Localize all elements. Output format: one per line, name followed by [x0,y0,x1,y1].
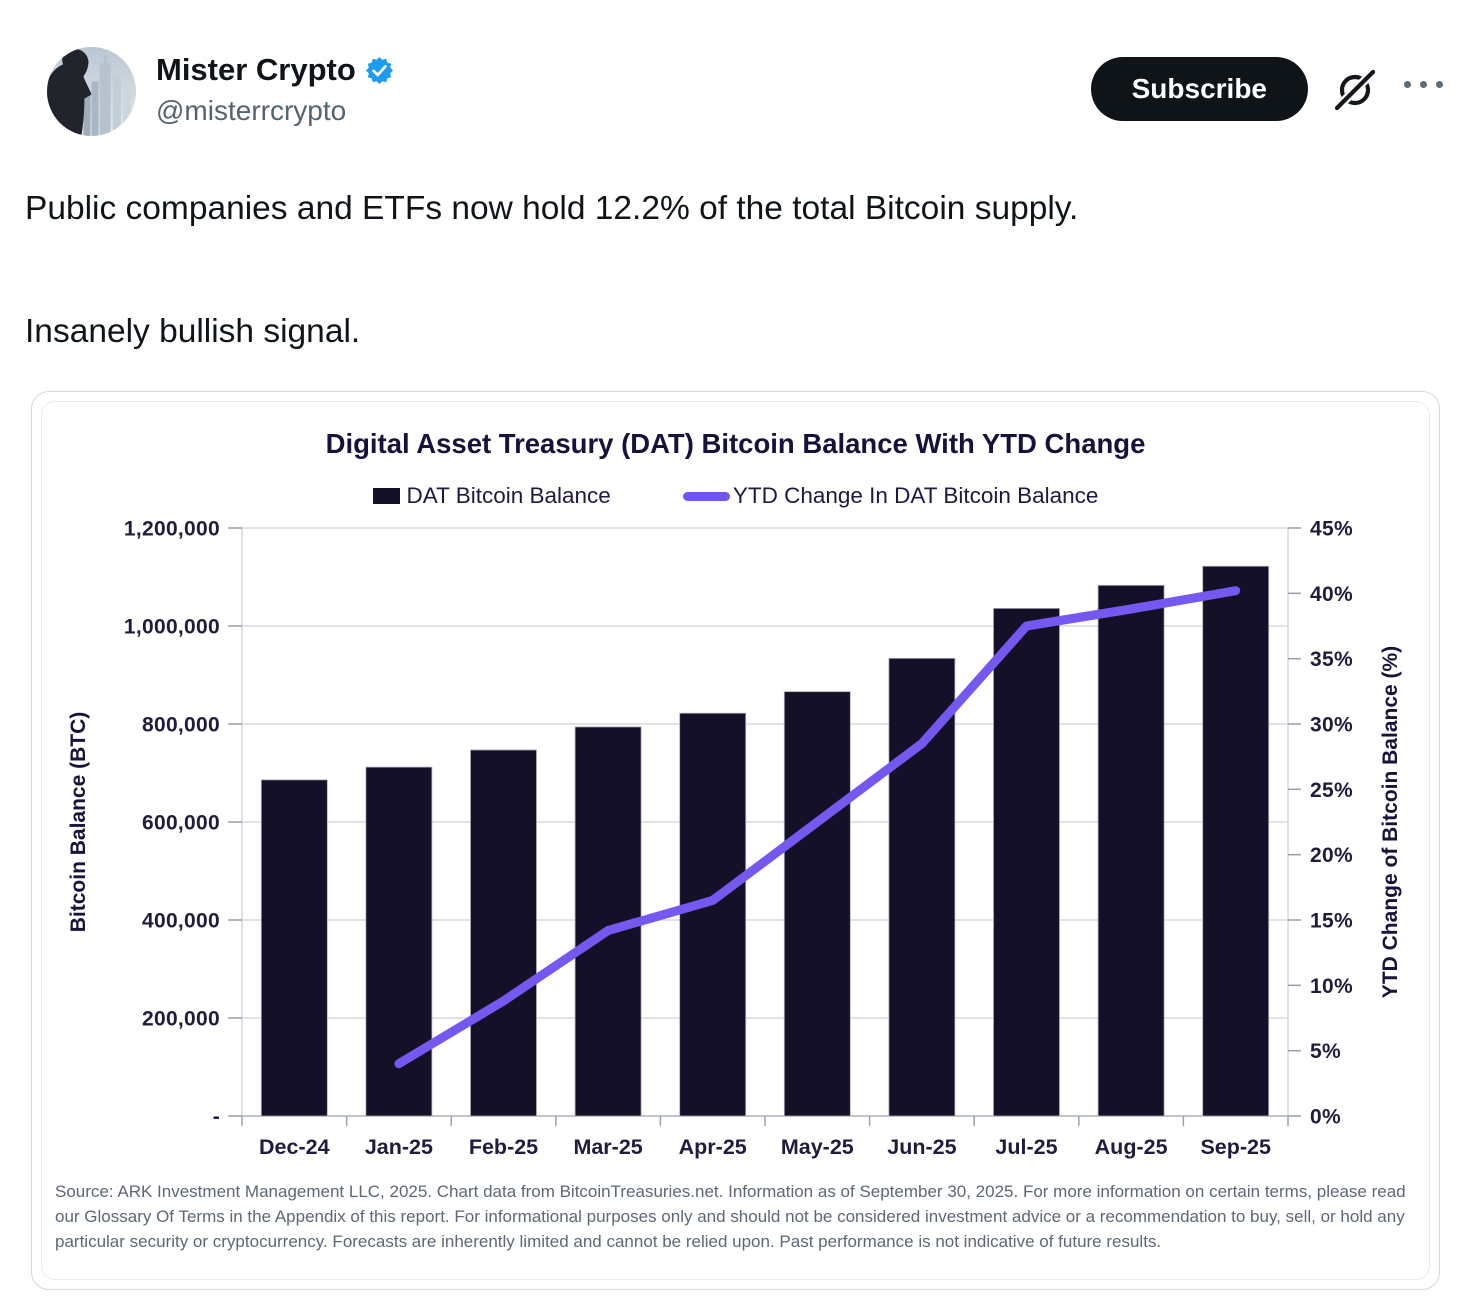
bar-Jul-25 [992,607,1060,1117]
legend-label: DAT Bitcoin Balance [406,483,611,508]
x-label: Sep-25 [1200,1135,1271,1159]
right-tick-label: 15% [1310,910,1353,933]
left-tick-label: 200,000 [141,1008,219,1031]
verified-badge-icon [365,56,393,84]
person-silhouette [47,48,92,136]
right-tick-label: 0% [1310,1106,1341,1129]
left-tick-label: 1,200,000 [123,518,219,541]
source-note: Source: ARK Investment Management LLC, 2… [55,1182,1406,1251]
x-label: Dec-24 [259,1135,330,1159]
legend-marker-line [682,491,730,501]
x-label: Mar-25 [573,1135,642,1159]
left-tick-label: 1,000,000 [123,616,219,639]
left-tick-label: 400,000 [141,910,219,933]
chart-legend: DAT Bitcoin Balance YTD Change In DAT Bit… [42,483,1429,509]
legend-item-0: DAT Bitcoin Balance [372,483,611,509]
display-name[interactable]: Mister Crypto [156,52,356,87]
bar-Aug-25 [1097,584,1164,1117]
bar-Feb-25 [469,749,537,1117]
legend-item-1: YTD Change In DAT Bitcoin Balance [682,483,1099,509]
tweet-line-2: Insanely bullish signal. [25,313,361,350]
avatar-image [47,47,136,136]
chart-media[interactable]: Digital Asset Treasury (DAT) Bitcoin Bal… [31,391,1440,1290]
tweet-text: Public companies and ETFs now hold 12.2%… [0,187,1469,353]
right-tick-label: 10% [1310,975,1353,998]
skyline [83,55,131,136]
bar-May-25 [783,691,851,1117]
right-tick-label: 5% [1310,1040,1341,1063]
right-tick-label: 40% [1310,583,1353,606]
legend-label: YTD Change In DAT Bitcoin Balance [732,483,1099,508]
tweet-header: Mister Crypto @misterrcrypto Subscribe [0,0,1469,136]
x-label: Jul-25 [995,1135,1057,1159]
grok-icon[interactable] [1332,67,1378,113]
ytd-line [393,586,1240,1069]
user-handle[interactable]: @misterrcrypto [156,95,347,126]
x-label: May-25 [780,1135,853,1159]
bar-Apr-25 [678,712,746,1117]
bar-Jun-25 [888,657,955,1117]
dot-icon [1436,81,1443,88]
right-tick-label: 20% [1310,844,1353,867]
x-label: Jan-25 [364,1135,432,1159]
right-axis-title: YTD Change of Bitcoin Balance (%) [1379,646,1402,998]
dot-icon [1420,81,1427,88]
bar-Jan-25 [364,766,432,1117]
left-axis-title: Bitcoin Balance (BTC) [67,712,90,933]
chart-title: Digital Asset Treasury (DAT) Bitcoin Bal… [325,428,1146,459]
bar-Dec-24 [260,779,328,1117]
right-tick-label: 45% [1310,518,1353,541]
left-tick-label: - [212,1106,219,1129]
chart-image: Digital Asset Treasury (DAT) Bitcoin Bal… [41,401,1430,1280]
chart-svg: 1,200,000 1,000,000 800,000 600,000 400,000 2… [67,518,1402,1160]
dot-icon [1404,81,1411,88]
x-label: Feb-25 [468,1135,537,1159]
left-tick-label: 600,000 [141,812,219,835]
legend-marker-square [372,488,400,504]
subscribe-button[interactable]: Subscribe [1090,57,1308,121]
right-tick-label: 35% [1310,648,1353,671]
left-tick-label: 800,000 [141,714,219,737]
tweet-line-1: Public companies and ETFs now hold 12.2%… [25,190,1079,227]
x-label: Apr-25 [678,1135,746,1159]
user-identity: Mister Crypto @misterrcrypto [156,47,394,128]
avatar[interactable] [47,47,136,136]
x-label: Jun-25 [887,1135,956,1159]
more-button[interactable] [1404,81,1443,88]
bar-Sep-25 [1201,565,1269,1117]
right-tick-label: 25% [1310,779,1353,802]
x-label: Aug-25 [1094,1135,1167,1159]
right-tick-label: 30% [1310,714,1353,737]
